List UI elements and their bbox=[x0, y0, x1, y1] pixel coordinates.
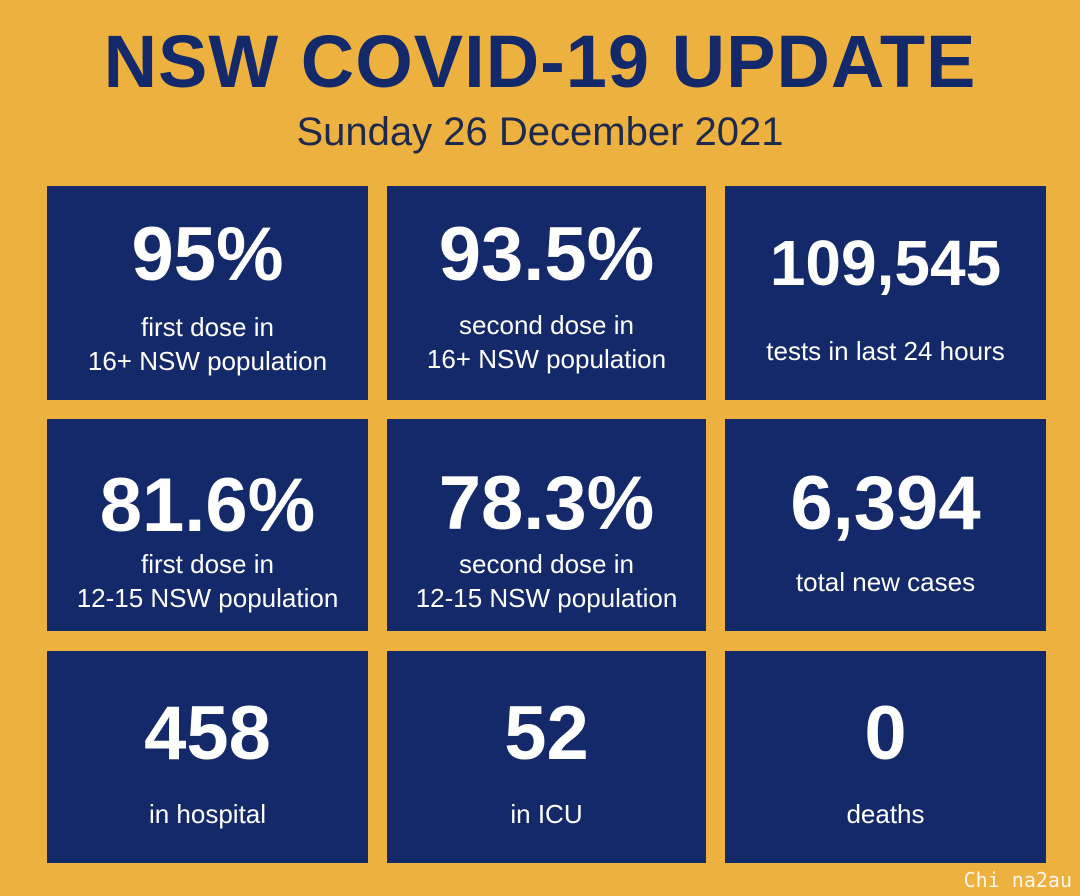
stat-label-line2: 12-15 NSW population bbox=[415, 583, 678, 613]
stat-tile-hospital: 458 in hospital bbox=[47, 651, 368, 863]
stat-label-line1: in ICU bbox=[510, 799, 583, 829]
stat-tile-first-dose-16plus: 95% first dose in 16+ NSW population bbox=[47, 186, 368, 400]
stat-label-line2: 12-15 NSW population bbox=[76, 583, 339, 613]
stat-label-line2: 16+ NSW population bbox=[426, 344, 667, 374]
stat-tile-second-dose-12-15: 78.3% second dose in 12-15 NSW populatio… bbox=[387, 419, 706, 631]
stat-value: 109,545 bbox=[769, 227, 1002, 299]
stat-label-line1: first dose in bbox=[141, 549, 274, 579]
stat-label-line2: 16+ NSW population bbox=[87, 346, 328, 376]
stat-label: deaths bbox=[725, 797, 1046, 831]
stat-label-line1: tests in last 24 hours bbox=[766, 336, 1005, 366]
stat-tile-second-dose-16plus: 93.5% second dose in 16+ NSW population bbox=[387, 186, 706, 400]
page-title: NSW COVID-19 UPDATE bbox=[103, 20, 977, 103]
stat-label-line1: deaths bbox=[846, 799, 925, 829]
stat-label: first dose in 16+ NSW population bbox=[47, 310, 368, 378]
stat-value: 0 bbox=[864, 691, 907, 776]
stat-label-line1: second dose in bbox=[459, 310, 634, 340]
stat-value: 6,394 bbox=[790, 461, 981, 546]
update-date: Sunday 26 December 2021 bbox=[296, 110, 784, 154]
stat-value: 81.6% bbox=[99, 463, 316, 548]
stat-tile-first-dose-12-15: 81.6% first dose in 12-15 NSW population bbox=[47, 419, 368, 631]
stat-label: first dose in 12-15 NSW population bbox=[47, 547, 368, 615]
stat-value: 93.5% bbox=[438, 212, 655, 297]
stat-value: 458 bbox=[144, 691, 271, 776]
stat-label-line1: total new cases bbox=[795, 567, 976, 597]
stat-value: 78.3% bbox=[438, 461, 655, 546]
stat-label: in hospital bbox=[47, 797, 368, 831]
stat-label: second dose in 16+ NSW population bbox=[387, 308, 706, 376]
stat-tile-deaths: 0 deaths bbox=[725, 651, 1046, 863]
stat-label-line1: second dose in bbox=[459, 549, 634, 579]
stat-label-line1: first dose in bbox=[141, 312, 274, 342]
stat-label-line1: in hospital bbox=[148, 799, 267, 829]
stat-value: 95% bbox=[131, 212, 284, 297]
stat-label: in ICU bbox=[387, 797, 706, 831]
stat-label: total new cases bbox=[725, 565, 1046, 599]
stat-tile-tests: 109,545 tests in last 24 hours bbox=[725, 186, 1046, 400]
stat-value: 52 bbox=[504, 691, 589, 776]
stat-label: tests in last 24 hours bbox=[725, 334, 1046, 368]
stat-tile-new-cases: 6,394 total new cases bbox=[725, 419, 1046, 631]
stat-label: second dose in 12-15 NSW population bbox=[387, 547, 706, 615]
stat-tile-icu: 52 in ICU bbox=[387, 651, 706, 863]
watermark: Chi na2au bbox=[963, 868, 1072, 892]
